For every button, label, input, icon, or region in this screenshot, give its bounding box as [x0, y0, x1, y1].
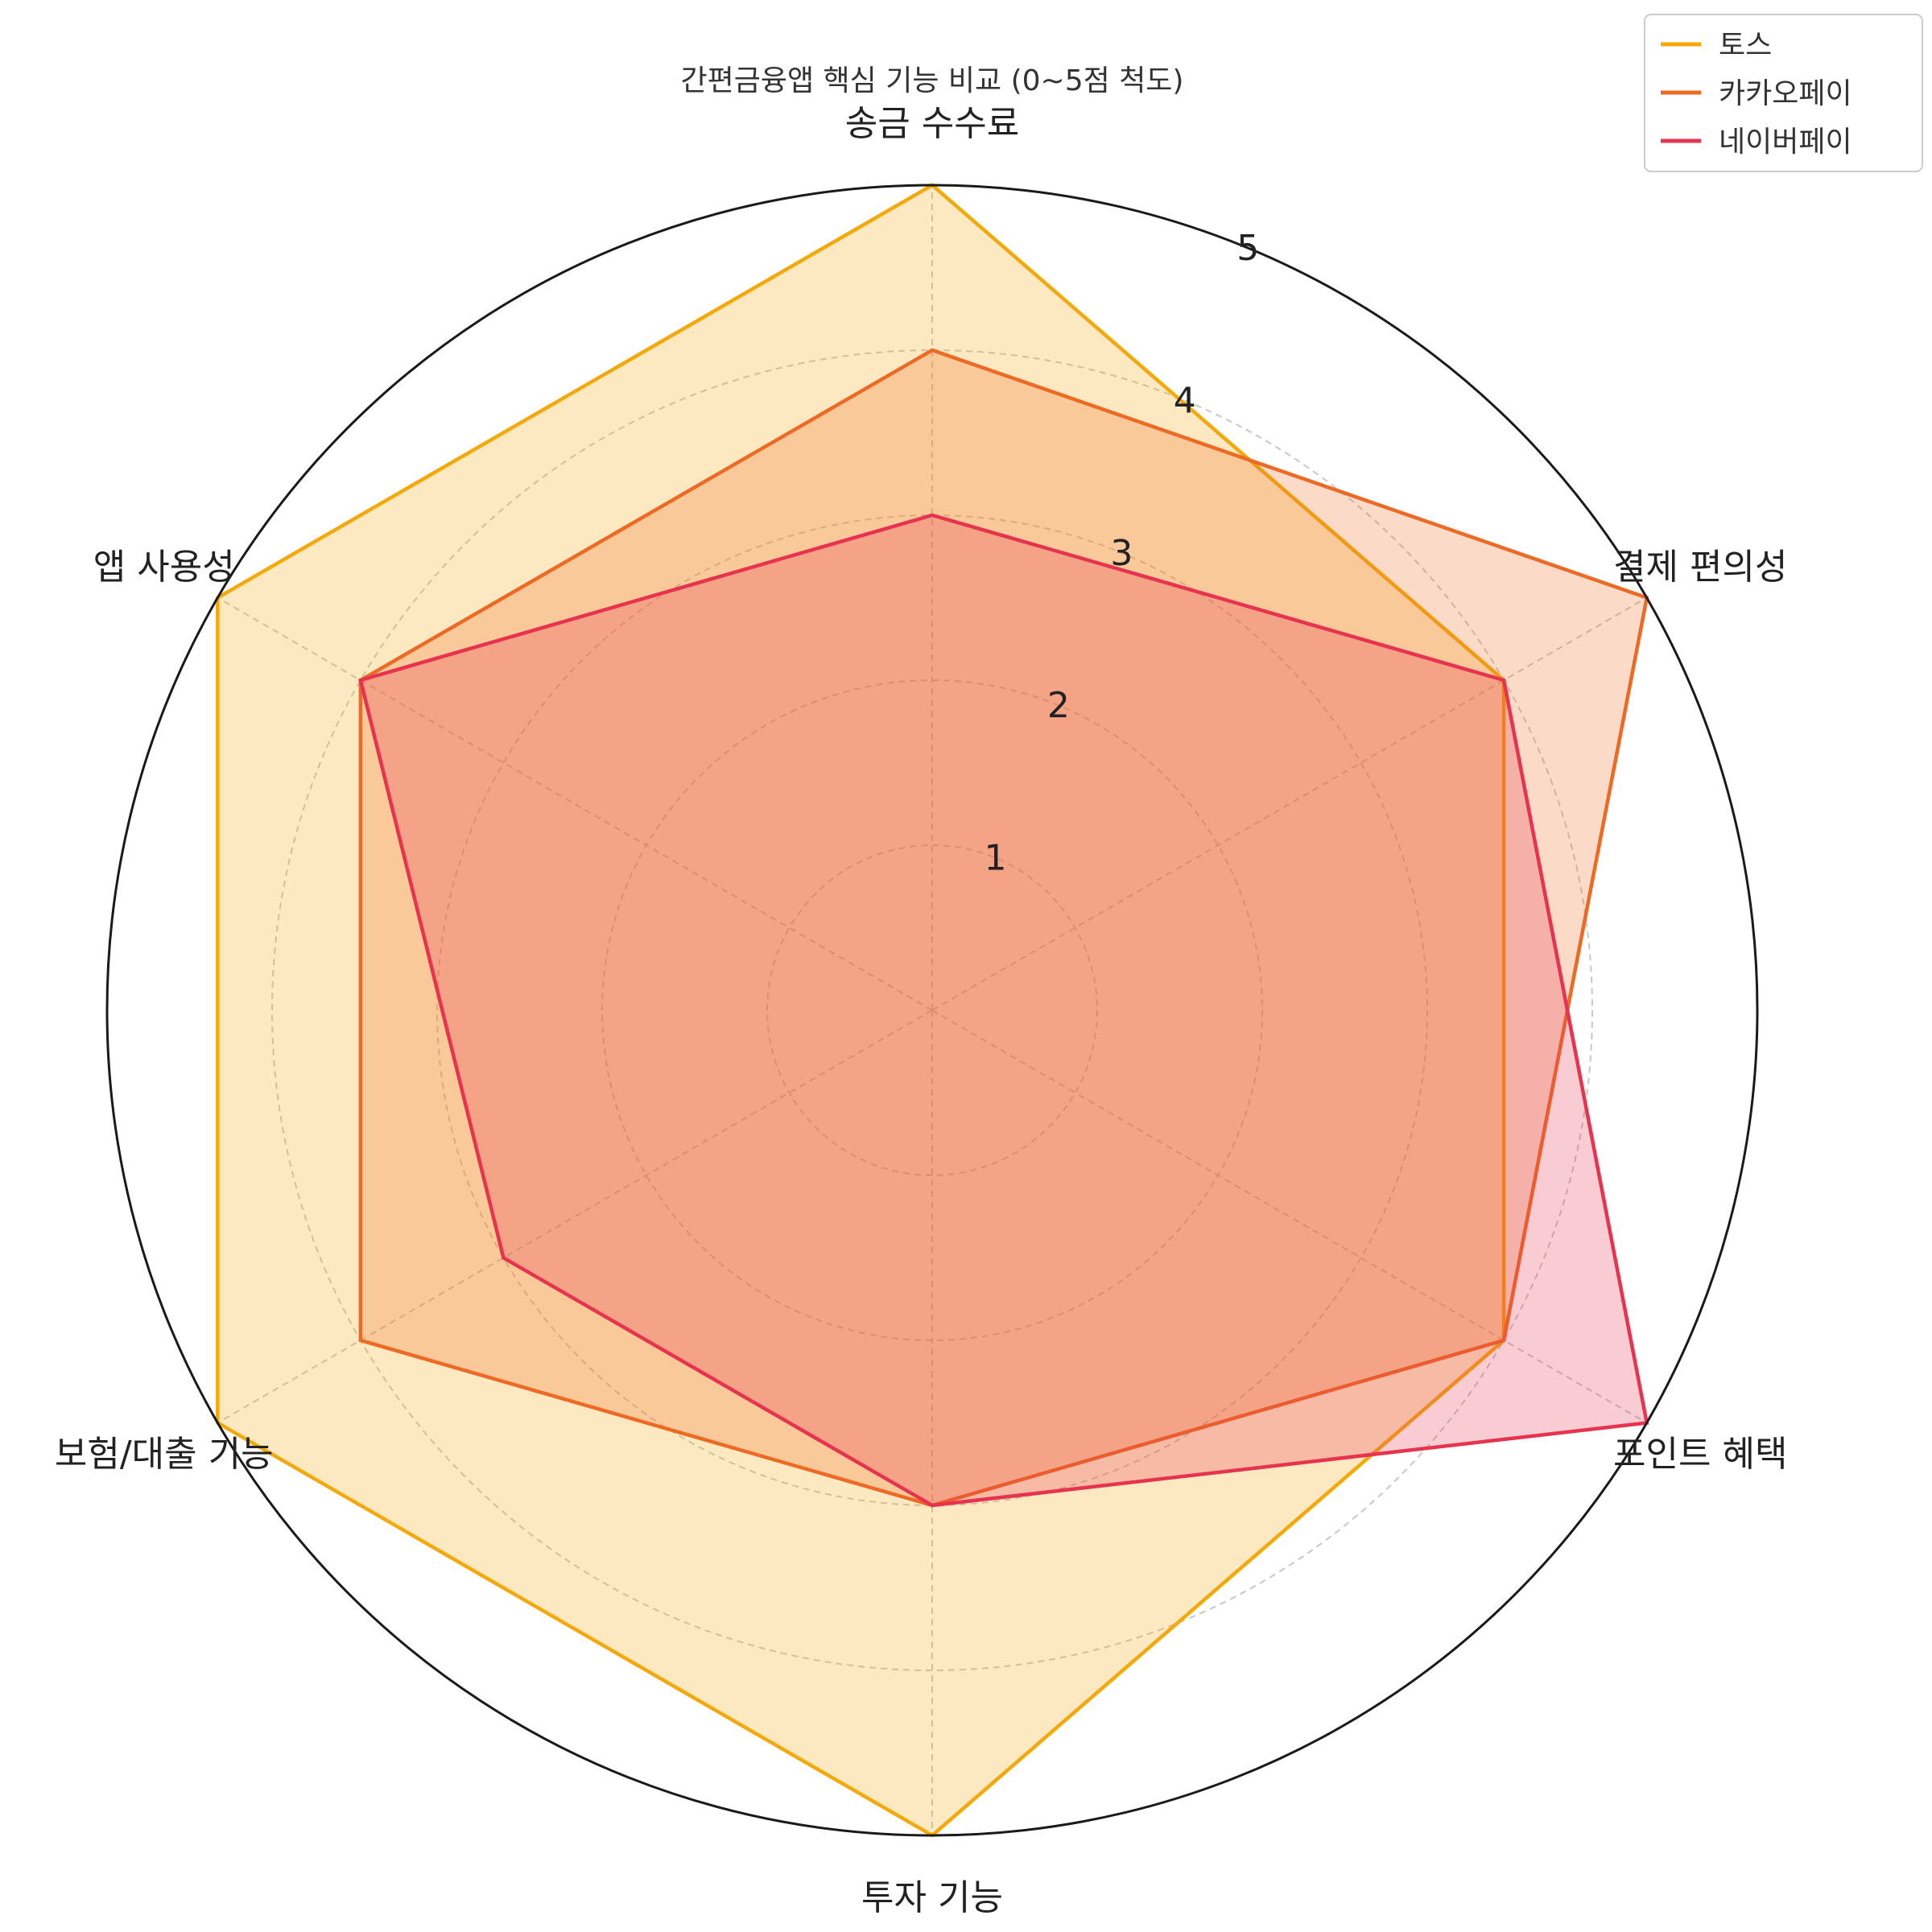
legend-label-2: 카카오페이 [1719, 77, 1852, 110]
axis-label-2: 결제 편의성 [1613, 547, 1787, 588]
grid-ring-3 [436, 514, 1428, 1506]
axis-label-5: 보험/대출 기능 [55, 1434, 274, 1475]
series-line-3 [358, 513, 1649, 1508]
legend-label-3: 네이버페이 [1719, 126, 1852, 159]
radar-series [216, 183, 1649, 1838]
grid-spoke-5 [217, 1009, 933, 1424]
r-tick-label-3: 3 [1110, 533, 1133, 574]
outer-ring [105, 184, 1759, 1837]
legend-label-1: 토스 [1719, 29, 1772, 62]
grid-ring-2 [601, 679, 1263, 1341]
axis-label-4: 투자 기능 [861, 1877, 1003, 1918]
legend-frame [1644, 14, 1923, 172]
grid-spoke-6 [217, 597, 933, 1011]
axis-label-3: 포인트 혜택 [1613, 1434, 1787, 1475]
r-tick-label-4: 4 [1174, 380, 1196, 421]
chart-title: 간편금융앱 핵심 기능 비교 (0~5점 척도) [681, 64, 1184, 97]
grid-spoke-3 [931, 1009, 1648, 1424]
series-area-2 [360, 350, 1647, 1505]
series-area-1 [217, 185, 1505, 1835]
axis-label-6: 앱 사용성 [93, 547, 235, 588]
series-area-3 [360, 515, 1647, 1505]
r-tick-label-1: 1 [984, 838, 1006, 879]
radial-ticks: 1 2 3 4 5 [984, 228, 1259, 879]
r-tick-label-5: 5 [1236, 228, 1259, 269]
grid-ring-4 [271, 349, 1593, 1671]
r-tick-label-2: 2 [1047, 685, 1070, 726]
axis-label-1: 송금 수수료 [845, 103, 1019, 144]
grid-spoke-2 [931, 597, 1648, 1011]
grid-ring-1 [766, 844, 1098, 1176]
radar-outer-ring [105, 184, 1759, 1837]
